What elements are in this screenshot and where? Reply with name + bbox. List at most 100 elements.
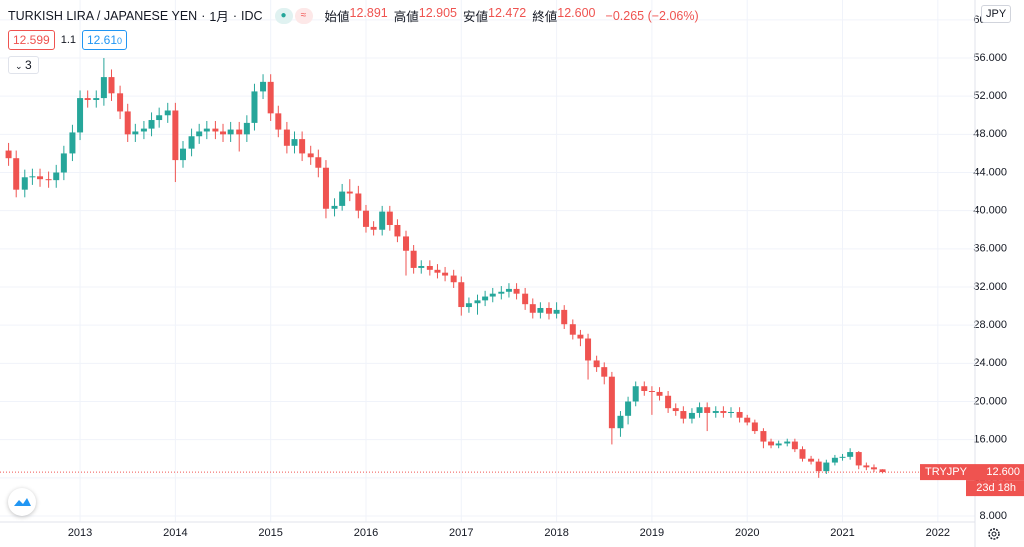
buy-price: 12.61	[87, 33, 118, 47]
logo[interactable]	[8, 488, 36, 516]
candle-body	[617, 415, 624, 429]
candle-body	[847, 452, 854, 457]
candle-body	[331, 205, 338, 209]
x-tick-label: 2014	[163, 527, 187, 539]
ohlc: 始値 12.891 高値 12.905 安値 12.472 終値 12.600	[325, 6, 602, 25]
status-dot[interactable]: ●	[274, 7, 293, 24]
candle-body	[100, 77, 107, 99]
candle-body	[744, 417, 751, 423]
candle-body	[632, 386, 639, 402]
buy-button[interactable]: 12.610	[82, 30, 128, 50]
sell-button[interactable]: 12.599	[8, 30, 55, 50]
plot	[5, 58, 886, 478]
candle-body	[665, 395, 672, 409]
candle-body	[442, 272, 449, 276]
ohlc-value: 12.905	[418, 6, 458, 20]
currency-button[interactable]: JPY	[981, 5, 1012, 23]
interval: 1月	[209, 10, 229, 24]
candle-body	[513, 288, 520, 294]
sep: ·	[232, 8, 237, 23]
last-price-label: 12.600	[986, 466, 1020, 478]
candle-body	[498, 291, 505, 294]
candle-body	[672, 408, 679, 412]
candle-body	[322, 167, 329, 209]
candle-body	[696, 407, 703, 413]
y-tick-label: 24.000	[973, 357, 1007, 369]
candle-body	[720, 411, 727, 413]
candle-body	[736, 411, 743, 418]
indicators-toggle[interactable]: ⌄ 3	[8, 56, 39, 74]
symbol-label: TRYJPY	[925, 466, 968, 478]
candle-body	[553, 309, 560, 314]
wave-icon[interactable]: ≈	[294, 7, 313, 24]
candle-body	[196, 131, 203, 137]
candle-body	[569, 324, 576, 335]
candle-body	[815, 461, 822, 472]
candle-body	[124, 111, 131, 135]
candle-body	[799, 449, 806, 459]
candle-body	[220, 131, 227, 135]
candle-body	[60, 153, 67, 173]
candle-body	[537, 307, 544, 313]
candle-body	[688, 412, 695, 419]
candle-body	[410, 250, 417, 268]
gear-hole	[991, 531, 997, 537]
y-tick-label: 36.000	[973, 243, 1007, 255]
gear-ring	[988, 528, 1000, 540]
candle-body	[791, 441, 798, 450]
candle-body	[21, 177, 28, 190]
candle-body	[243, 122, 250, 135]
candle-body	[482, 296, 489, 301]
candle-body	[458, 282, 465, 308]
candle-body	[418, 266, 425, 268]
x-tick-label: 2015	[258, 527, 282, 539]
indicator-count: 3	[25, 58, 32, 72]
candle-body	[522, 293, 529, 305]
x-tick-label: 2020	[735, 527, 759, 539]
candle-body	[172, 110, 179, 161]
candle-body	[203, 128, 210, 132]
candle-body	[362, 210, 369, 227]
sep: ·	[201, 8, 206, 23]
candle-body	[45, 179, 52, 181]
source: IDC	[240, 8, 263, 23]
y-tick-label: 32.000	[973, 281, 1007, 293]
candle-body	[855, 452, 862, 466]
candle-body	[69, 132, 76, 154]
candle-body	[823, 462, 830, 472]
candle-body	[808, 458, 815, 462]
candle-body	[355, 193, 362, 211]
candle-body	[227, 129, 234, 135]
candle-body	[291, 139, 298, 146]
candle-body	[863, 465, 870, 468]
candle-body	[593, 360, 600, 368]
candle-body	[37, 176, 44, 180]
x-tick-label: 2013	[68, 527, 92, 539]
candle-body	[315, 157, 322, 168]
y-tick-label: 28.000	[973, 319, 1007, 331]
candle-body	[450, 275, 457, 283]
chevron: ⌄	[15, 61, 26, 71]
candle-body	[879, 469, 886, 473]
last-price-box	[920, 464, 1024, 481]
y-tick-label: 48.000	[973, 128, 1007, 140]
candle-body	[53, 172, 60, 181]
candle-body	[839, 456, 846, 458]
candle-body	[768, 441, 775, 446]
settings-gear[interactable]	[988, 528, 1000, 540]
x-tick-label: 2016	[354, 527, 378, 539]
y-tick-label: 8.000	[979, 510, 1007, 522]
candle-body	[236, 129, 243, 135]
candle-body	[760, 431, 767, 442]
candle-body	[370, 226, 377, 230]
candle-body	[156, 115, 163, 121]
candle-body	[751, 422, 758, 432]
candle-body	[148, 120, 155, 129]
ohlc-value: 12.891	[349, 6, 388, 20]
logo-icon	[14, 498, 31, 506]
y-tick-label: 40.000	[973, 205, 1007, 217]
candle-body	[5, 150, 12, 159]
candle-body	[434, 269, 441, 273]
